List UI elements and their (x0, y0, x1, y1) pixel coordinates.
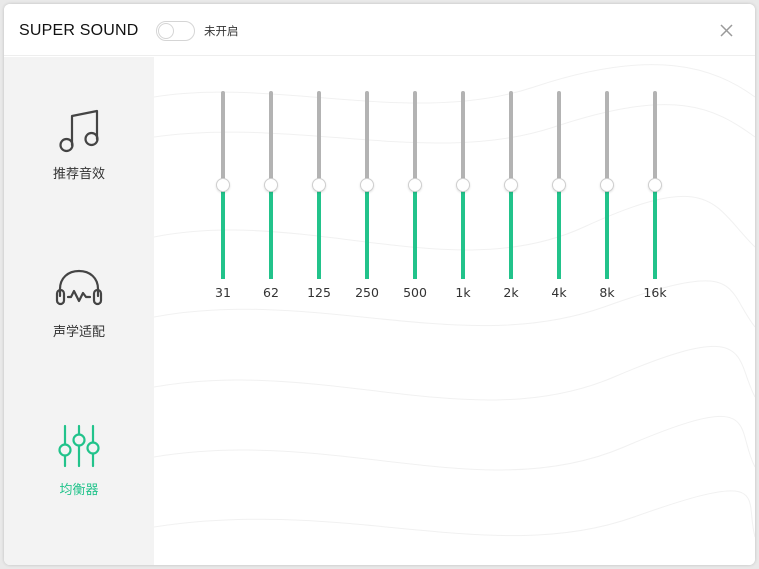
eq-band-16k[interactable]: 16k (635, 57, 675, 307)
slider-fill (461, 185, 465, 279)
slider-thumb[interactable] (600, 178, 614, 192)
slider-fill (365, 185, 369, 279)
sidebar-item-equalizer[interactable]: 均衡器 (4, 420, 154, 530)
slider-fill (509, 185, 513, 279)
slider-thumb[interactable] (648, 178, 662, 192)
sidebar-item-label: 声学适配 (52, 325, 105, 340)
slider-fill (221, 185, 225, 279)
eq-band-4k[interactable]: 4k (539, 57, 579, 307)
slider-track (413, 91, 417, 185)
eq-band-2k[interactable]: 2k (491, 57, 531, 307)
band-frequency-label: 31 (215, 285, 231, 300)
equalizer-panel: 31 62 125 250 (154, 57, 755, 565)
slider-fill (413, 185, 417, 279)
slider-track (605, 91, 609, 185)
slider-thumb[interactable] (408, 178, 422, 192)
super-sound-window: SUPER SOUND 未开启 推荐音效 (4, 4, 755, 565)
slider-fill (605, 185, 609, 279)
sidebar-item-label: 推荐音效 (52, 167, 105, 182)
headphones-icon (55, 269, 103, 306)
slider-thumb[interactable] (312, 178, 326, 192)
slider-track (365, 91, 369, 185)
slider-fill (653, 185, 657, 279)
eq-band-250[interactable]: 250 (347, 57, 387, 307)
slider-thumb[interactable] (264, 178, 278, 192)
eq-band-31[interactable]: 31 (203, 57, 243, 307)
sidebar-item-recommended-effects[interactable]: 推荐音效 (4, 104, 154, 214)
slider-thumb[interactable] (504, 178, 518, 192)
slider-track (221, 91, 225, 185)
eq-band-125[interactable]: 125 (299, 57, 339, 307)
slider-thumb[interactable] (360, 178, 374, 192)
slider-track (653, 91, 657, 185)
eq-band-1k[interactable]: 1k (443, 57, 483, 307)
slider-fill (557, 185, 561, 279)
toggle-status-label: 未开启 (204, 24, 239, 38)
slider-thumb[interactable] (456, 178, 470, 192)
slider-thumb[interactable] (216, 178, 230, 192)
header-bar: SUPER SOUND 未开启 (4, 4, 755, 56)
band-frequency-label: 125 (307, 285, 331, 300)
close-icon[interactable] (718, 22, 735, 39)
band-frequency-label: 250 (355, 285, 379, 300)
eq-band-500[interactable]: 500 (395, 57, 435, 307)
slider-thumb[interactable] (552, 178, 566, 192)
slider-track (461, 91, 465, 185)
background-wave-pattern (154, 64, 755, 538)
music-note-icon (59, 109, 99, 153)
band-frequency-label: 16k (643, 285, 667, 300)
slider-track (317, 91, 321, 185)
slider-track (557, 91, 561, 185)
eq-band-62[interactable]: 62 (251, 57, 291, 307)
band-frequency-label: 2k (503, 285, 519, 300)
slider-track (509, 91, 513, 185)
app-title: SUPER SOUND (19, 22, 139, 39)
band-frequency-label: 8k (599, 285, 615, 300)
sidebar-item-label: 均衡器 (59, 483, 99, 498)
band-frequency-label: 1k (455, 285, 471, 300)
toggle-knob (158, 23, 174, 39)
super-sound-toggle[interactable] (156, 21, 195, 41)
sidebar-item-acoustic-adaptation[interactable]: 声学适配 (4, 262, 154, 372)
eq-band-8k[interactable]: 8k (587, 57, 627, 307)
sidebar: 推荐音效 声学适配 (4, 57, 154, 565)
equalizer-icon (58, 424, 100, 468)
slider-fill (317, 185, 321, 279)
slider-fill (269, 185, 273, 279)
band-frequency-label: 62 (263, 285, 279, 300)
slider-track (269, 91, 273, 185)
band-frequency-label: 4k (551, 285, 567, 300)
band-frequency-label: 500 (403, 285, 427, 300)
